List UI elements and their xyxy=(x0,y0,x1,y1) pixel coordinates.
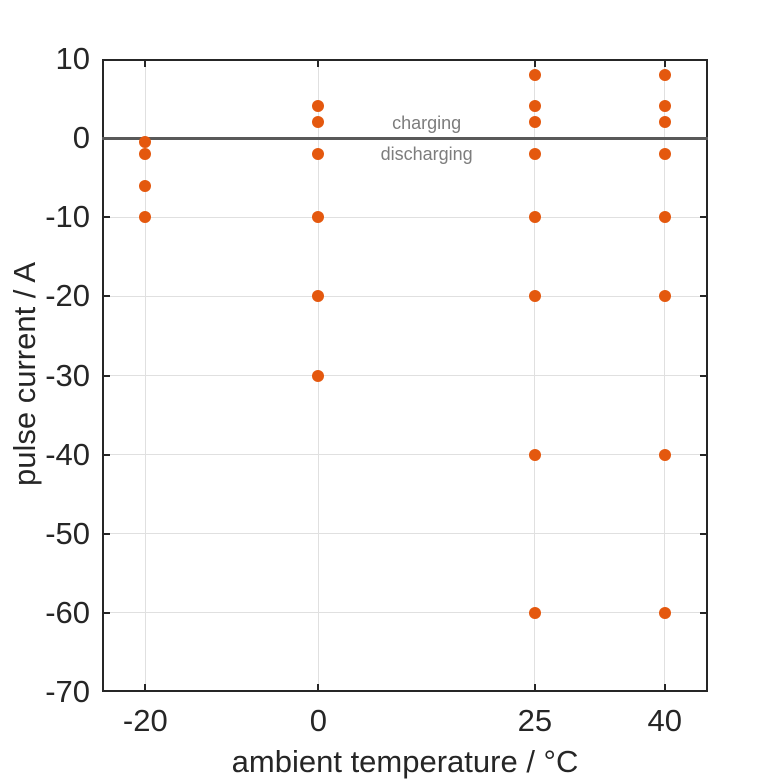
y-tick-label: -50 xyxy=(45,515,90,551)
x-tick-mark-bottom xyxy=(663,684,666,692)
x-axis-label: ambient temperature / °C xyxy=(231,744,579,779)
y-tick-label: -30 xyxy=(45,357,90,393)
data-point xyxy=(139,179,152,192)
data-point xyxy=(528,147,541,160)
y-tick-mark-right xyxy=(700,216,708,219)
y-tick-label: -60 xyxy=(45,594,90,630)
y-tick-mark-right xyxy=(700,374,708,377)
x-tick-mark-top xyxy=(533,59,536,67)
data-point xyxy=(528,448,541,461)
x-tick-label: -20 xyxy=(122,703,168,738)
x-tick-mark-bottom xyxy=(533,684,536,692)
data-point xyxy=(528,290,541,303)
y-tick-mark-right xyxy=(700,611,708,614)
y-tick-mark-right xyxy=(700,532,708,535)
data-point xyxy=(658,448,671,461)
x-tick-mark-top xyxy=(317,59,320,67)
grid-line-horizontal xyxy=(102,375,708,376)
data-point xyxy=(528,211,541,224)
x-tick-label: 0 xyxy=(309,703,328,738)
charging-annotation: charging xyxy=(392,113,462,133)
grid-line-horizontal xyxy=(102,533,708,535)
plot-area: charging discharging xyxy=(102,59,708,692)
data-point xyxy=(312,147,325,160)
data-point xyxy=(658,147,671,160)
data-point xyxy=(312,116,325,129)
grid-line-horizontal xyxy=(102,216,708,218)
y-tick-mark-left xyxy=(102,453,110,456)
x-tick-mark-bottom xyxy=(144,684,147,692)
y-tick-label: 0 xyxy=(72,120,90,156)
grid-line-horizontal xyxy=(102,612,708,614)
y-tick-mark-left xyxy=(102,532,110,535)
x-tick-label: 40 xyxy=(647,703,682,738)
y-tick-mark-left xyxy=(102,611,110,614)
y-tick-label: -20 xyxy=(45,278,90,314)
y-tick-label: -10 xyxy=(45,199,90,235)
y-tick-label: -70 xyxy=(45,674,90,709)
x-tick-mark-bottom xyxy=(317,684,320,692)
data-point xyxy=(139,147,152,160)
data-point xyxy=(658,606,671,619)
data-point xyxy=(658,211,671,224)
data-point xyxy=(312,100,325,113)
data-point xyxy=(139,211,152,224)
data-point xyxy=(528,116,541,129)
data-point xyxy=(528,606,541,619)
zero-line xyxy=(102,136,708,140)
discharging-annotation: discharging xyxy=(380,144,473,164)
x-tick-label: 25 xyxy=(517,703,553,738)
grid-line-horizontal xyxy=(102,295,708,297)
data-point xyxy=(528,100,541,113)
y-tick-mark-right xyxy=(700,453,708,456)
y-tick-mark-left xyxy=(102,374,110,377)
data-point xyxy=(658,290,671,303)
y-tick-mark-left xyxy=(102,295,110,298)
data-point xyxy=(312,290,325,303)
data-point xyxy=(658,116,671,129)
data-point xyxy=(139,136,152,149)
y-tick-mark-left xyxy=(102,216,110,219)
data-point xyxy=(658,68,671,81)
y-tick-label: 10 xyxy=(55,41,90,76)
data-point xyxy=(528,68,541,81)
grid-line-horizontal xyxy=(102,454,708,456)
data-point xyxy=(658,100,671,113)
data-point xyxy=(312,369,325,382)
data-point xyxy=(312,211,325,224)
y-tick-label: -40 xyxy=(45,436,90,472)
x-tick-mark-top xyxy=(663,59,666,67)
x-tick-mark-top xyxy=(144,59,147,67)
y-tick-mark-right xyxy=(700,295,708,298)
